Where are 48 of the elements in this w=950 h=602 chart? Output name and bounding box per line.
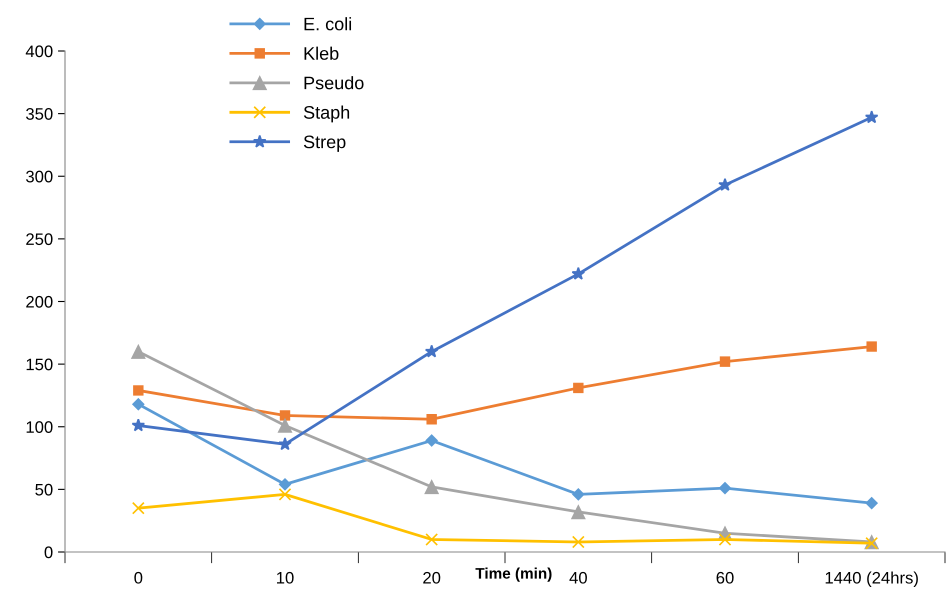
point bbox=[572, 266, 586, 280]
y-tick-label: 0 bbox=[44, 546, 53, 558]
x-tick-label: 10 bbox=[277, 572, 294, 584]
y-tick-label: 400 bbox=[26, 45, 53, 58]
x-tick-label: 40 bbox=[569, 572, 587, 584]
point bbox=[573, 382, 584, 394]
point bbox=[133, 385, 144, 396]
point bbox=[572, 488, 585, 501]
point bbox=[720, 356, 730, 367]
point bbox=[866, 341, 877, 352]
legend-label: Kleb bbox=[304, 46, 338, 60]
point bbox=[424, 344, 438, 358]
x-tick-label: 20 bbox=[423, 572, 440, 584]
y-tick-label: 300 bbox=[26, 170, 53, 182]
legend-label: E. coli bbox=[304, 17, 352, 30]
point bbox=[278, 437, 292, 450]
point bbox=[131, 344, 146, 359]
point bbox=[864, 110, 878, 124]
point bbox=[278, 478, 292, 491]
point bbox=[571, 504, 586, 520]
y-tick-label: 200 bbox=[26, 296, 53, 308]
point bbox=[572, 536, 585, 548]
legend-label: Pseudo bbox=[304, 76, 364, 90]
y-tick-label: 250 bbox=[26, 233, 53, 246]
y-tick-label: 100 bbox=[26, 421, 53, 433]
y-tick-label: 150 bbox=[26, 358, 53, 370]
point bbox=[426, 414, 437, 424]
point bbox=[132, 398, 145, 410]
point bbox=[278, 488, 292, 501]
point bbox=[132, 418, 146, 432]
point bbox=[278, 418, 292, 433]
point bbox=[425, 434, 438, 447]
x-tick-label: 1440 (24hrs) bbox=[826, 571, 918, 587]
y-tick-label: 350 bbox=[26, 108, 53, 120]
x-tick-label: 0 bbox=[134, 572, 142, 584]
y-tick-label: 50 bbox=[35, 484, 53, 496]
point bbox=[718, 178, 732, 191]
point bbox=[280, 410, 290, 421]
point bbox=[865, 496, 878, 510]
point bbox=[132, 502, 145, 515]
legend-label: Staph bbox=[304, 106, 350, 122]
point bbox=[718, 482, 732, 494]
x-axis-title: Time (min) bbox=[475, 568, 552, 582]
point bbox=[718, 533, 732, 546]
legend-label: Strep bbox=[304, 136, 346, 152]
point bbox=[424, 480, 439, 494]
point bbox=[425, 533, 438, 546]
x-tick-label: 60 bbox=[716, 572, 734, 584]
